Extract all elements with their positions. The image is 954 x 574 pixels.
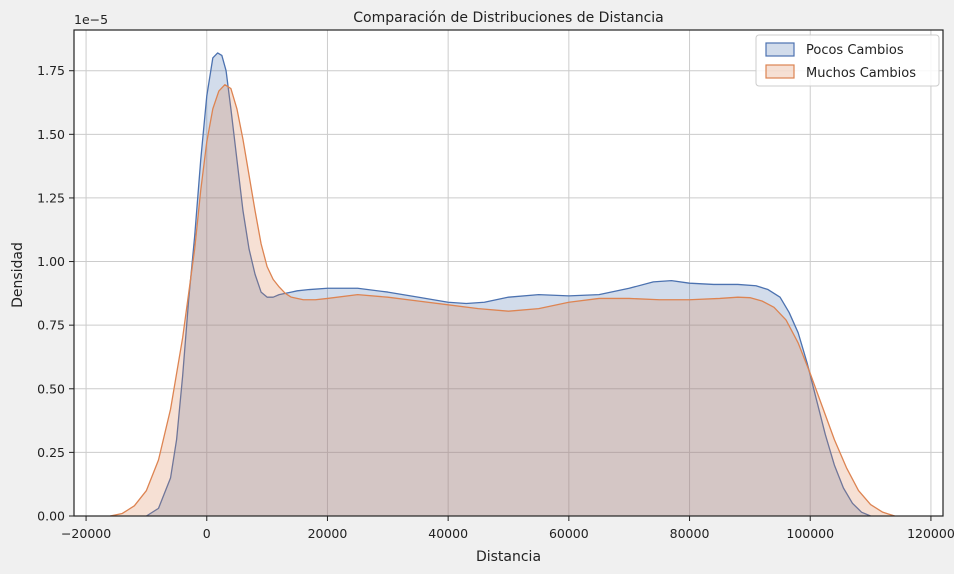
density-areas	[110, 52, 895, 517]
y-axis-offset-label: 1e−5	[74, 12, 108, 27]
y-tick-label: 1.50	[37, 127, 65, 142]
x-axis-ticks: −20000 0 20000 40000 60000 80000 100000 120000	[61, 516, 954, 541]
y-tick-label: 1.00	[37, 254, 65, 269]
x-axis-label: Distancia	[476, 549, 541, 565]
y-tick-label: 0.00	[37, 509, 65, 524]
x-tick-label: −20000	[61, 526, 111, 541]
legend-label-pocos-cambios: Pocos Cambios	[806, 43, 904, 58]
y-axis-ticks: 0.00 0.25 0.50 0.75 1.00 1.25 1.50 1.75	[37, 63, 74, 524]
chart-title: Comparación de Distribuciones de Distanc…	[353, 10, 663, 26]
x-tick-label: 0	[203, 526, 211, 541]
y-axis-label: Densidad	[10, 242, 26, 308]
legend-swatch-pocos-cambios	[765, 42, 795, 57]
x-tick-label: 120000	[907, 526, 954, 541]
legend-label-muchos-cambios: Muchos Cambios	[806, 66, 916, 81]
legend-swatch-muchos-cambios	[765, 64, 795, 79]
x-tick-label: 100000	[786, 526, 834, 541]
density-line-muchos-cambios	[110, 84, 895, 517]
area-fill-muchos-cambios	[110, 84, 895, 517]
area-fill-pocos-cambios	[146, 52, 871, 517]
x-tick-label: 40000	[428, 526, 468, 541]
y-tick-label: 1.75	[37, 63, 65, 78]
legend-box	[755, 34, 940, 87]
x-tick-label: 20000	[308, 526, 348, 541]
y-tick-label: 0.25	[37, 445, 65, 460]
y-tick-label: 0.50	[37, 381, 65, 396]
y-tick-label: 1.25	[37, 190, 65, 205]
plot-background	[74, 30, 943, 516]
x-tick-label: 60000	[549, 526, 589, 541]
legend: Pocos Cambios Muchos Cambios	[755, 34, 940, 87]
density-line-pocos-cambios	[146, 52, 871, 517]
x-tick-label: 80000	[670, 526, 710, 541]
y-tick-label: 0.75	[37, 318, 65, 333]
plot-frame	[73, 29, 944, 517]
